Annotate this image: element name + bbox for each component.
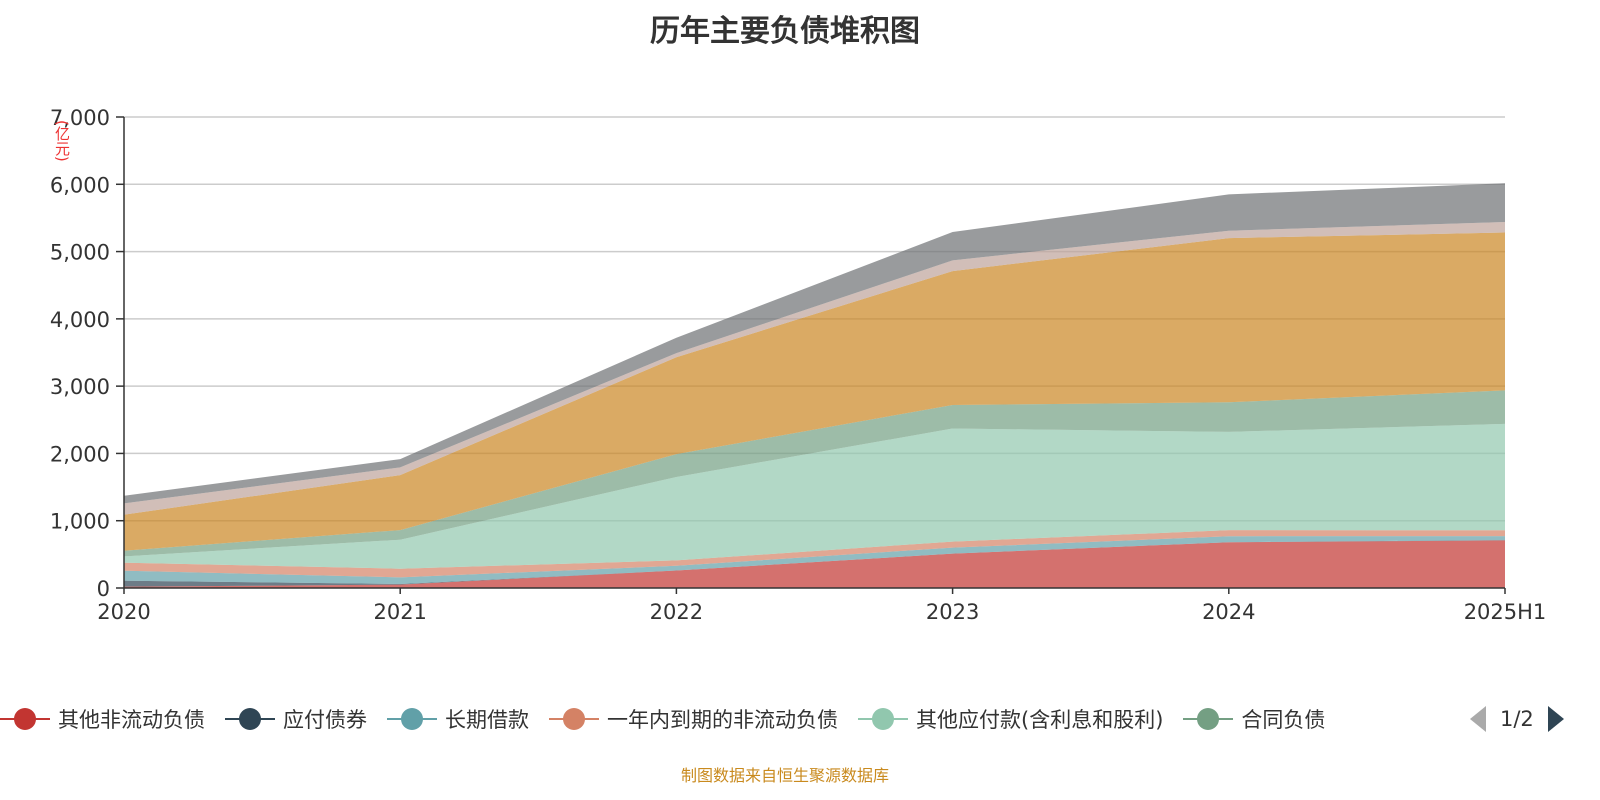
y-tick-label: 2,000 <box>50 442 110 466</box>
legend-label: 其他非流动负债 <box>58 708 205 732</box>
area-series-8 <box>124 183 1505 504</box>
legend-pager: 1/2 <box>1470 702 1564 736</box>
legend-marker-icon <box>1183 707 1234 731</box>
y-tick-label: 7,000 <box>50 106 110 130</box>
legend-item[interactable]: 其他非流动负债 <box>0 704 205 734</box>
legend-label: 应付债券 <box>283 708 367 732</box>
x-tick-label: 2021 <box>373 600 426 624</box>
legend-item[interactable]: 长期借款 <box>387 704 529 734</box>
y-tick-label: 5,000 <box>50 241 110 265</box>
area-series-7 <box>124 221 1505 515</box>
legend-next-page-icon[interactable] <box>1547 706 1564 732</box>
x-tick-label: 2024 <box>1202 600 1255 624</box>
legend-item[interactable]: 应付债券 <box>225 704 367 734</box>
x-tick-label: 2022 <box>650 600 703 624</box>
y-tick-label: 0 <box>97 577 110 601</box>
area-series-2 <box>124 536 1505 585</box>
area-series-4 <box>124 423 1505 569</box>
legend-prev-page-icon[interactable] <box>1470 706 1486 732</box>
area-series-5 <box>124 390 1505 557</box>
y-tick-label: 1,000 <box>50 510 110 534</box>
legend-label: 一年内到期的非流动负债 <box>607 708 838 732</box>
legend-item[interactable]: 合同负债 <box>1183 704 1325 734</box>
legend-marker-icon <box>0 707 50 731</box>
legend-marker-icon <box>549 707 599 731</box>
y-tick-label: 3,000 <box>50 375 110 399</box>
legend-label: 其他应付款(含利息和股利) <box>916 708 1164 732</box>
area-series-0 <box>124 540 1505 588</box>
area-chart: 0 1,000 2,000 3,000 4,000 5,000 6,000 7,000 2020… <box>50 106 1547 624</box>
y-tick-label: 4,000 <box>50 308 110 332</box>
y-tick-label: 6,000 <box>50 173 110 197</box>
legend-marker-icon <box>387 707 437 731</box>
legend-item[interactable]: 一年内到期的非流动负债 <box>549 704 838 734</box>
y-axis-unit: (亿元) <box>53 120 71 162</box>
legend-page-indicator: 1/2 <box>1500 707 1534 731</box>
legend-label: 长期借款 <box>445 708 529 732</box>
legend: 其他非流动负债 应付债券 长期借款 一年内到期的非流动负债 其他应付款(含利息和股利) 合… <box>0 702 1345 736</box>
area-series-6 <box>124 232 1505 551</box>
x-tick-label: 2023 <box>926 600 979 624</box>
legend-label: 合同负债 <box>1241 708 1326 732</box>
x-tick-label: 2025H1 <box>1464 600 1547 624</box>
legend-marker-icon <box>225 707 275 731</box>
chart-title: 历年主要负债堆积图 <box>650 14 920 49</box>
area-series-3 <box>124 530 1505 578</box>
legend-marker-icon <box>858 707 908 731</box>
legend-item[interactable]: 其他应付款(含利息和股利) <box>858 704 1163 734</box>
data-source-note: 制图数据来自恒生聚源数据库 <box>680 766 889 785</box>
x-tick-label: 2020 <box>97 600 150 624</box>
